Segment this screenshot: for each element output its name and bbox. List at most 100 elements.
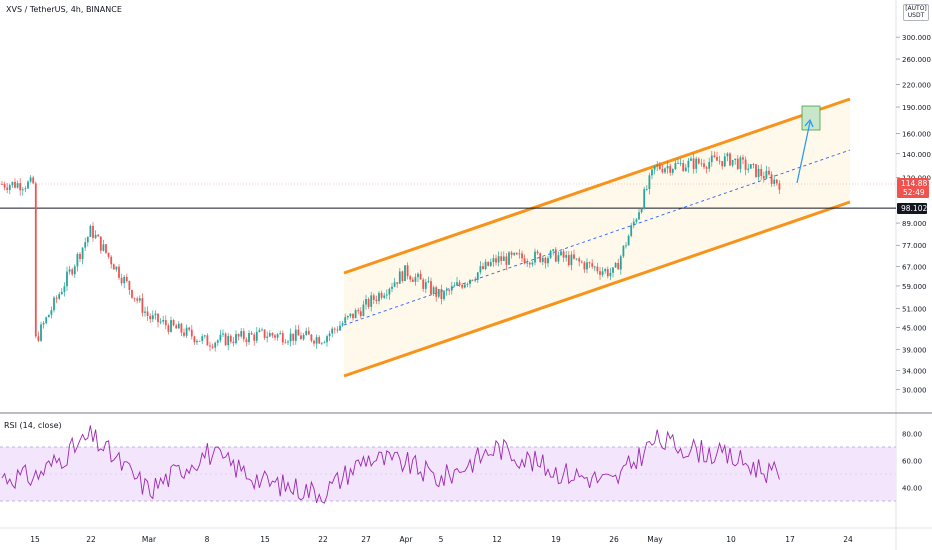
candle-body <box>242 331 245 340</box>
candle-body <box>289 333 292 342</box>
time-tick-label: 10 <box>726 535 736 544</box>
candle-body <box>656 164 659 167</box>
candle-body <box>307 330 310 335</box>
time-axis[interactable]: 15 22 Mar 8 15 22 27 Apr 5 12 19 26 May 10 17 24 <box>30 535 853 544</box>
candle-body <box>578 258 581 262</box>
candle-body <box>170 320 172 332</box>
candle-body <box>640 208 643 213</box>
candle-body <box>40 324 42 341</box>
candle-body <box>105 244 107 253</box>
candle-body <box>144 311 146 313</box>
countdown-value: 52:49 <box>903 188 925 197</box>
time-tick-label: 8 <box>205 535 210 544</box>
candle-body <box>3 184 6 188</box>
time-tick-label: 27 <box>361 535 371 544</box>
candle-body <box>341 323 344 326</box>
candle-body <box>596 266 599 272</box>
candle-body <box>227 335 230 346</box>
candle-body <box>443 291 445 300</box>
candle-body <box>404 265 406 282</box>
candle-body <box>393 282 396 287</box>
parallel-channel[interactable] <box>343 97 851 378</box>
candle-body <box>196 340 198 343</box>
candle-body <box>380 292 383 298</box>
candle-body <box>643 189 646 209</box>
candle-body <box>638 212 640 220</box>
candle-body <box>362 304 365 317</box>
candle-body <box>209 345 211 347</box>
price-tick-label: 220.000 <box>902 82 931 90</box>
candle-body <box>645 189 648 190</box>
channel-upper-line[interactable] <box>343 97 851 275</box>
candle-body <box>523 258 526 264</box>
target-annotation[interactable] <box>796 105 821 184</box>
price-axis[interactable]: 300.000 260.000 220.000 190.000 160.000 140.0… <box>896 34 931 394</box>
price-tick-label: 77.000 <box>902 242 927 250</box>
candle-body <box>66 271 68 287</box>
candle-body <box>450 286 453 291</box>
candle-body <box>258 330 261 332</box>
candle-body <box>682 162 685 172</box>
candle-body <box>734 158 737 160</box>
candle-body <box>55 297 58 299</box>
candle-body <box>333 328 336 330</box>
candle-body <box>237 334 240 337</box>
candle-body <box>193 336 196 343</box>
currency-selector[interactable]: [AUTO] USDT <box>903 4 929 21</box>
price-tick-label: 140.000 <box>902 151 931 159</box>
candle-body <box>570 254 573 266</box>
candle-body <box>664 168 666 173</box>
candle-body <box>471 279 474 281</box>
price-tick-label: 160.000 <box>902 130 931 138</box>
candle-body <box>739 157 742 169</box>
candle-body <box>138 298 141 301</box>
price-tick-label: 190.000 <box>902 104 931 112</box>
candle-body <box>560 251 562 256</box>
candle-body <box>432 287 435 294</box>
candle-body <box>331 328 334 334</box>
candle-body <box>346 316 349 318</box>
candle-body <box>630 225 633 236</box>
candle-body <box>495 258 497 263</box>
candle-body <box>541 257 544 262</box>
candle-body <box>461 284 464 288</box>
candle-body <box>245 339 248 342</box>
candle-body <box>352 313 354 319</box>
candle-body <box>749 164 752 169</box>
candle-body <box>216 340 219 343</box>
price-tick-label: 89.000 <box>902 220 927 228</box>
candle-body <box>157 313 159 323</box>
candle-body <box>703 163 705 168</box>
candle-body <box>526 262 529 264</box>
candle-body <box>107 252 110 257</box>
rsi-axis[interactable]: 80.00 60.00 40.00 <box>902 431 922 493</box>
candle-body <box>562 251 565 258</box>
candle-body <box>323 342 326 344</box>
candle-body <box>94 234 97 238</box>
target-box[interactable] <box>801 105 821 131</box>
candle-body <box>445 290 448 292</box>
candle-body <box>528 262 531 265</box>
channel-lower-line[interactable] <box>343 200 851 378</box>
channel-fill <box>344 99 850 376</box>
candle-body <box>50 310 53 315</box>
candle-body <box>604 269 607 272</box>
candle-body <box>318 337 321 344</box>
candle-body <box>102 244 105 251</box>
price-tick-label: 67.000 <box>902 264 927 272</box>
candle-body <box>19 183 22 191</box>
candle-body <box>653 166 656 170</box>
rsi-tick-label: 80.00 <box>902 431 922 439</box>
candle-body <box>726 153 729 157</box>
rsi-line <box>1 425 780 504</box>
price-tick-label: 59.000 <box>902 283 927 291</box>
time-tick-label: 15 <box>260 535 270 544</box>
candle-body <box>591 263 594 267</box>
candle-body <box>45 317 48 324</box>
currency-auto-label: [AUTO] <box>905 5 927 12</box>
candle-body <box>482 266 484 270</box>
candle-body <box>588 262 591 264</box>
candle-body <box>401 271 404 282</box>
candle-body <box>344 317 347 324</box>
